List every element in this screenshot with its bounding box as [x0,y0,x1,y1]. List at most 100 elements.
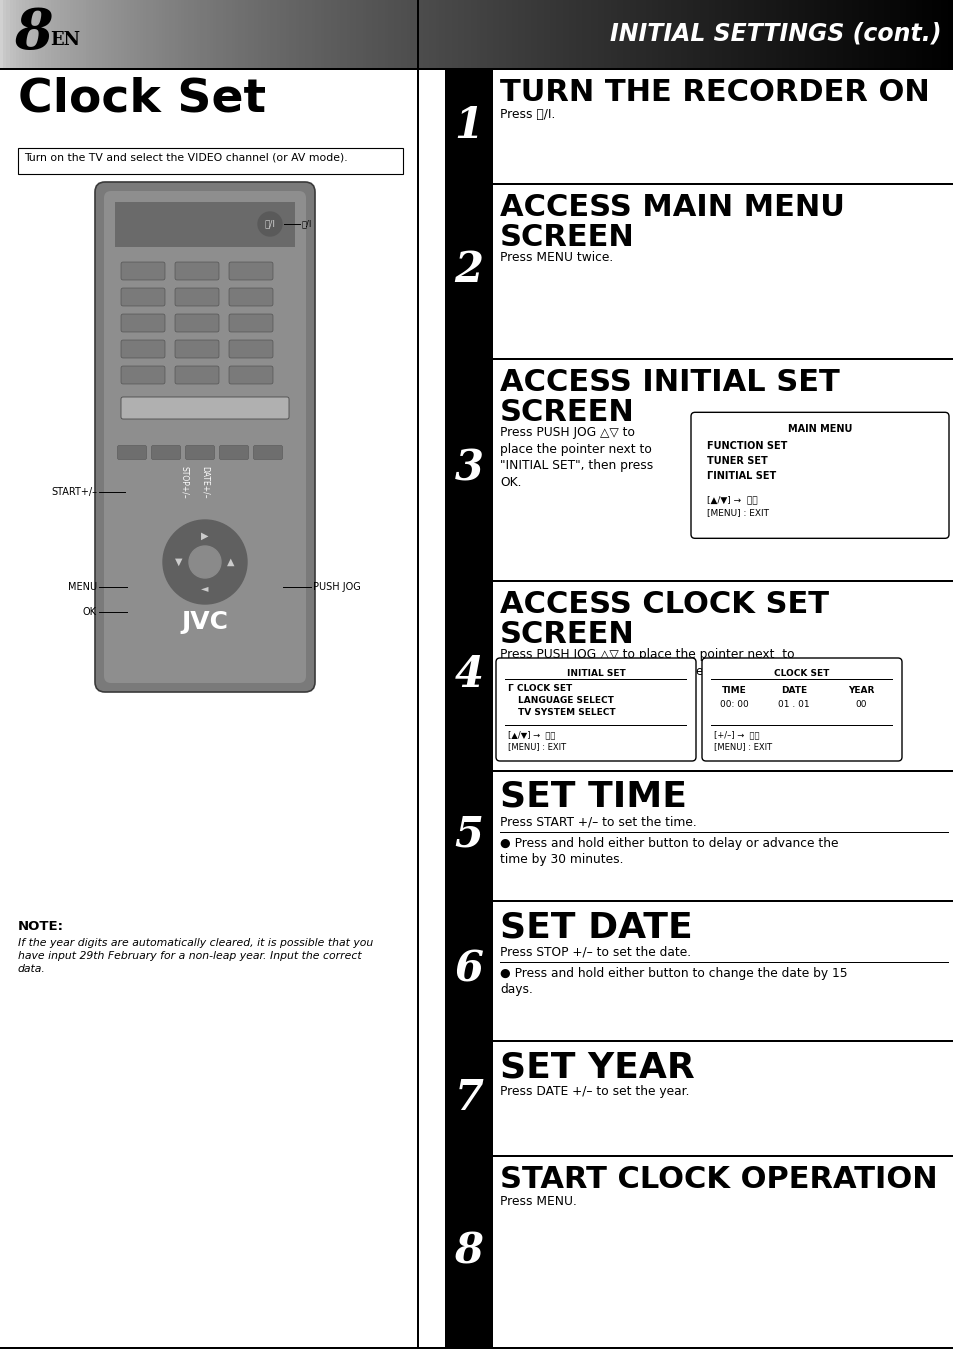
Bar [444,1155,953,1157]
Bar [232,0,235,67]
Bar [870,0,874,67]
Text: [MENU] : EXIT: [MENU] : EXIT [713,742,771,751]
Bar [45,0,48,67]
Bar [565,0,569,67]
Text: 01 . 01: 01 . 01 [778,700,809,710]
Bar [476,0,479,67]
Bar [305,0,308,67]
Bar [22,0,26,67]
Bar [483,0,486,67]
Bar [444,900,493,1040]
Bar [915,0,918,67]
Bar [781,0,784,67]
Bar [779,0,781,67]
FancyBboxPatch shape [95,182,314,692]
Text: CLOCK SET: CLOCK SET [774,669,829,679]
Bar [696,0,699,67]
Text: ACCESS CLOCK SET
SCREEN: ACCESS CLOCK SET SCREEN [499,590,828,649]
Text: ▼: ▼ [175,557,183,567]
Bar [658,0,660,67]
Bar [769,0,772,67]
Bar [200,0,203,67]
Bar [772,0,775,67]
Bar [908,0,912,67]
Bar [444,770,953,772]
Bar [229,0,232,67]
Bar [740,0,743,67]
Bar [674,0,677,67]
Text: Press MENU twice.: Press MENU twice. [499,251,613,264]
Bar [444,580,493,770]
FancyBboxPatch shape [174,340,219,357]
Bar [721,0,724,67]
Bar [603,0,607,67]
Bar [407,0,410,67]
Bar [655,0,658,67]
FancyBboxPatch shape [117,445,147,460]
Bar [165,0,169,67]
Text: ▶: ▶ [201,532,209,541]
Bar [464,0,467,67]
Text: ● Press and hold either button to delay or advance the
time by 30 minutes.: ● Press and hold either button to delay … [499,836,838,866]
Bar [934,0,937,67]
Bar [12,0,16,67]
Bar [29,0,31,67]
Bar [115,202,294,247]
Bar [594,0,598,67]
Bar [451,0,455,67]
Bar [3,0,7,67]
Bar [353,0,355,67]
Bar [207,0,210,67]
Bar [864,0,867,67]
FancyBboxPatch shape [121,262,165,281]
Bar [317,0,321,67]
Bar [444,67,493,183]
Bar [416,0,419,67]
Bar [150,0,152,67]
Bar [715,0,718,67]
Circle shape [257,212,282,236]
Text: 5: 5 [454,813,483,857]
Bar [572,0,575,67]
Bar [727,0,731,67]
FancyBboxPatch shape [496,658,696,761]
Bar [365,0,369,67]
Bar [607,0,610,67]
Text: SET TIME: SET TIME [499,780,686,813]
Bar [575,0,578,67]
Bar [677,0,679,67]
Bar [486,0,489,67]
Bar [73,0,76,67]
Bar [598,0,600,67]
Bar [444,1040,493,1155]
Text: SET YEAR: SET YEAR [499,1050,694,1085]
Bar [92,0,95,67]
Text: ⏽/I: ⏽/I [302,220,312,228]
Text: FUNCTION SET: FUNCTION SET [706,441,786,452]
Bar [293,0,295,67]
Text: 8: 8 [14,7,52,62]
Bar [708,0,712,67]
Text: ACCESS MAIN MENU
SCREEN: ACCESS MAIN MENU SCREEN [499,193,844,252]
Bar [641,0,645,67]
Text: 6: 6 [454,948,483,992]
Bar [851,0,855,67]
Text: 8: 8 [454,1232,483,1273]
Bar [444,357,493,580]
Bar [924,0,927,67]
Bar [155,0,159,67]
FancyBboxPatch shape [174,314,219,332]
Bar [127,0,131,67]
Bar [286,0,289,67]
Bar [581,0,584,67]
Bar [444,1040,953,1041]
Bar [444,770,493,900]
Bar [295,0,298,67]
Bar [648,0,651,67]
Bar [35,0,38,67]
Bar [498,0,502,67]
Bar [639,0,641,67]
Bar [798,0,801,67]
Text: STOP+/–: STOP+/– [180,465,190,498]
Bar [801,0,803,67]
